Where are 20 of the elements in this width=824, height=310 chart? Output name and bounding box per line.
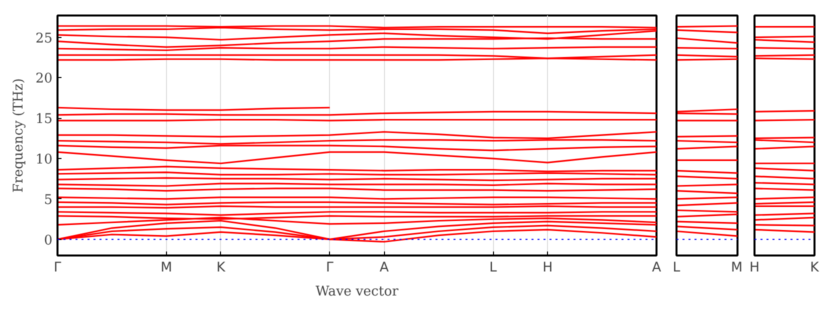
x-tick-label: Γ <box>326 260 334 276</box>
x-tick-label: L <box>672 260 681 276</box>
x-tick-label: H <box>749 260 760 276</box>
x-tick-label: K <box>216 260 226 276</box>
y-tick-label: 25 <box>36 31 53 46</box>
x-tick-label: M <box>160 260 172 276</box>
x-tick-label: A <box>380 260 389 276</box>
x-tick-label: L <box>489 260 498 276</box>
y-tick-label: 10 <box>36 152 53 168</box>
y-tick-label: 5 <box>44 192 53 208</box>
x-axis-title: Wave vector <box>316 284 400 300</box>
y-tick-label: 15 <box>36 112 53 128</box>
x-tick-label: Γ <box>54 260 62 276</box>
x-tick-label: K <box>810 260 820 276</box>
y-tick-label: 0 <box>44 233 53 248</box>
x-tick-label: M <box>731 260 742 276</box>
y-axis-title: Frequency (THz) <box>12 78 27 193</box>
x-tick-label: H <box>542 260 553 276</box>
y-tick-label: 20 <box>36 72 53 87</box>
x-tick-label: A <box>652 260 662 276</box>
